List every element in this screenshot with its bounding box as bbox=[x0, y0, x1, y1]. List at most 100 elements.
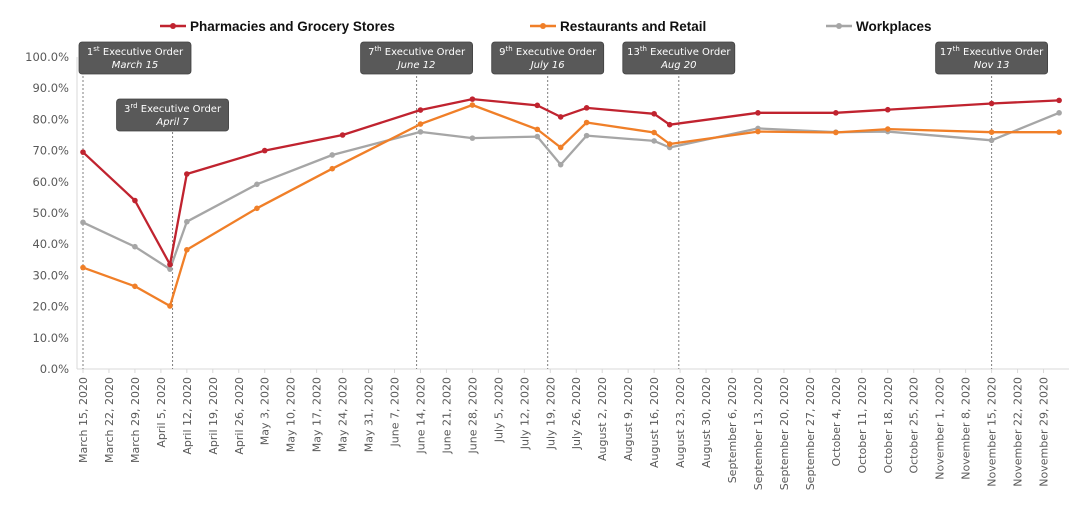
y-tick-label: 10.0% bbox=[32, 331, 69, 345]
x-tick-label: September 13, 2020 bbox=[752, 377, 765, 490]
annotation-title: 9th Executive Order bbox=[499, 45, 597, 58]
data-point bbox=[534, 102, 541, 109]
data-point bbox=[534, 133, 541, 140]
x-tick-label: September 6, 2020 bbox=[726, 377, 739, 483]
annotation-box bbox=[491, 41, 605, 75]
x-tick-label: September 20, 2020 bbox=[778, 377, 791, 490]
x-tick-label: August 2, 2020 bbox=[596, 377, 609, 461]
data-point bbox=[884, 126, 891, 132]
y-tick-label: 100.0% bbox=[25, 50, 69, 64]
annotation-date: June 12 bbox=[396, 60, 436, 71]
data-point bbox=[254, 181, 260, 188]
data-point bbox=[80, 149, 86, 155]
data-point bbox=[833, 129, 839, 136]
legend: Pharmacies and Grocery Stores Restaurants… bbox=[160, 19, 932, 34]
data-point bbox=[132, 197, 138, 204]
series-line bbox=[82, 97, 1060, 266]
x-tick-label: May 17, 2020 bbox=[311, 377, 324, 452]
x-tick-label: May 3, 2020 bbox=[259, 377, 272, 445]
data-point bbox=[261, 147, 268, 154]
x-tick-label: May 10, 2020 bbox=[285, 377, 298, 452]
data-point bbox=[1056, 129, 1062, 135]
y-tick-label: 60.0% bbox=[32, 175, 69, 189]
annotation-box bbox=[116, 98, 229, 132]
data-point bbox=[329, 152, 336, 158]
data-point bbox=[80, 264, 86, 271]
data-point bbox=[254, 205, 260, 212]
legend-swatch-marker bbox=[170, 23, 176, 29]
data-point bbox=[884, 106, 891, 113]
data-point bbox=[833, 110, 839, 116]
data-point bbox=[755, 110, 761, 116]
x-tick-label: October 4, 2020 bbox=[830, 377, 843, 467]
data-point bbox=[651, 110, 657, 117]
x-tick-label: June 14, 2020 bbox=[414, 377, 427, 454]
x-tick-label: August 23, 2020 bbox=[674, 377, 687, 468]
x-tick-label: June 21, 2020 bbox=[440, 377, 453, 454]
data-point bbox=[583, 132, 590, 139]
legend-swatch-marker bbox=[836, 23, 842, 29]
annotation-box bbox=[360, 41, 473, 75]
data-point bbox=[132, 283, 138, 290]
data-point bbox=[184, 247, 190, 253]
x-tick-label: June 7, 2020 bbox=[389, 377, 402, 447]
data-point bbox=[469, 96, 476, 102]
legend-swatch-marker bbox=[540, 23, 546, 29]
annotation-title: 13th Executive Order bbox=[627, 45, 731, 58]
data-point bbox=[417, 129, 424, 135]
x-tick-label: August 30, 2020 bbox=[700, 377, 713, 468]
x-tick-label: September 27, 2020 bbox=[804, 377, 817, 490]
data-point bbox=[988, 100, 995, 107]
axes: 0.0% 10.0% 20.0% 30.0% 40.0% 50.0% 60.0% 70.0% 8… bbox=[25, 50, 1069, 490]
x-tick-label: June 28, 2020 bbox=[466, 377, 479, 454]
annotation-box bbox=[935, 41, 1049, 75]
x-tick-label: May 31, 2020 bbox=[363, 377, 376, 452]
y-tick-label: 70.0% bbox=[32, 144, 69, 158]
data-point bbox=[988, 137, 995, 144]
data-point bbox=[583, 105, 590, 111]
data-point bbox=[1056, 110, 1062, 116]
x-tick-label: July 19, 2020 bbox=[544, 377, 557, 450]
data-point bbox=[329, 165, 336, 172]
annotation-title: 7th Executive Order bbox=[368, 45, 466, 58]
data-point bbox=[132, 243, 138, 250]
annotation-date: March 15 bbox=[112, 60, 159, 71]
annotation-title: 17th Executive Order bbox=[940, 45, 1044, 58]
y-tick-label: 90.0% bbox=[32, 81, 69, 95]
x-tick-label: November 22, 2020 bbox=[1012, 377, 1025, 487]
annotation-box bbox=[622, 41, 736, 75]
x-tick-label: April 26, 2020 bbox=[233, 377, 246, 455]
x-tick-label: November 15, 2020 bbox=[986, 377, 999, 487]
x-tick-label: October 11, 2020 bbox=[856, 377, 869, 474]
y-tick-label: 50.0% bbox=[32, 206, 69, 220]
data-point bbox=[339, 132, 346, 138]
x-tick-label: August 9, 2020 bbox=[622, 377, 635, 461]
annotations: 1st Executive Order March 15 3rd Executive… bbox=[78, 41, 1049, 132]
annotation-date: April 7 bbox=[155, 117, 189, 128]
data-point bbox=[666, 141, 673, 147]
data-point bbox=[988, 129, 995, 135]
data-point bbox=[167, 261, 173, 268]
x-tick-label: March 29, 2020 bbox=[129, 377, 142, 463]
series-line bbox=[82, 103, 1060, 308]
x-tick-label: August 16, 2020 bbox=[648, 377, 661, 468]
data-point bbox=[184, 218, 190, 225]
x-tick-label: July 26, 2020 bbox=[570, 377, 583, 450]
data-point bbox=[755, 128, 761, 135]
annotation-date: Aug 20 bbox=[660, 60, 696, 71]
data-point bbox=[557, 114, 564, 120]
y-tick-label: 0.0% bbox=[40, 362, 69, 376]
annotation-title: 1st Executive Order bbox=[87, 45, 184, 58]
x-tick-label: October 25, 2020 bbox=[908, 377, 921, 474]
data-point bbox=[666, 121, 673, 128]
annotation-title: 3rd Executive Order bbox=[124, 102, 222, 115]
data-point bbox=[583, 119, 590, 126]
data-point bbox=[557, 144, 564, 151]
data-point bbox=[167, 303, 173, 309]
data-point bbox=[80, 219, 86, 226]
data-point bbox=[417, 107, 424, 113]
series-lines bbox=[80, 96, 1062, 309]
x-tick-label: November 29, 2020 bbox=[1038, 377, 1051, 487]
